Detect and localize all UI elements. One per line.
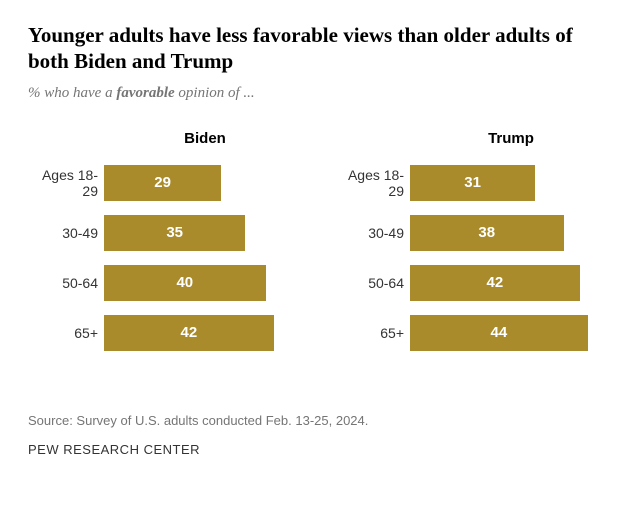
row-label: 50-64 <box>28 275 104 291</box>
row-label: 30-49 <box>334 225 410 241</box>
chart-row: 50-64 42 <box>334 265 612 301</box>
bar-value: 31 <box>464 174 481 191</box>
bar-value: 44 <box>491 324 508 341</box>
bar: 42 <box>104 315 274 351</box>
bar-track: 31 <box>410 165 612 201</box>
bar-value: 42 <box>180 324 197 341</box>
chart-subtitle: % who have a favorable opinion of ... <box>28 85 612 102</box>
bar-track: 44 <box>410 315 612 351</box>
row-label: 65+ <box>334 325 410 341</box>
charts-container: BidenAges 18-292930-493550-644065+42Trum… <box>28 130 612 365</box>
chart-row: 65+ 42 <box>28 315 306 351</box>
bar-value: 38 <box>478 224 495 241</box>
bar-value: 29 <box>154 174 171 191</box>
chart-row: 30-49 38 <box>334 215 612 251</box>
bar-value: 40 <box>176 274 193 291</box>
bar: 40 <box>104 265 266 301</box>
chart-column: Biden Ages 18-29 29 30-49 35 50-64 40 65+ 42 <box>28 130 306 365</box>
row-label: Ages 18-29 <box>28 167 104 199</box>
subtitle-prefix: % who have a <box>28 85 116 101</box>
chart-row: Ages 18-29 31 <box>334 165 612 201</box>
chart-title: Younger adults have less favorable views… <box>28 22 612 75</box>
bar-track: 42 <box>410 265 612 301</box>
row-label: 30-49 <box>28 225 104 241</box>
bar-value: 42 <box>486 274 503 291</box>
row-label: 50-64 <box>334 275 410 291</box>
chart-column: Trump Ages 18-29 31 30-49 38 50-64 42 65+ 44 <box>334 130 612 365</box>
bar-value: 35 <box>166 224 183 241</box>
bar-track: 40 <box>104 265 306 301</box>
bar-track: 42 <box>104 315 306 351</box>
bar-track: 35 <box>104 215 306 251</box>
bar: 35 <box>104 215 245 251</box>
chart-column-title: Biden <box>28 130 306 147</box>
source-text: Source: Survey of U.S. adults conducted … <box>28 413 612 428</box>
bar-track: 29 <box>104 165 306 201</box>
chart-row: 65+ 44 <box>334 315 612 351</box>
bar: 29 <box>104 165 221 201</box>
subtitle-suffix: opinion of ... <box>175 85 255 101</box>
row-label: 65+ <box>28 325 104 341</box>
chart-row: 30-49 35 <box>28 215 306 251</box>
row-label: Ages 18-29 <box>334 167 410 199</box>
bar: 31 <box>410 165 535 201</box>
bar: 38 <box>410 215 564 251</box>
subtitle-emphasis: favorable <box>116 85 174 101</box>
chart-row: Ages 18-29 29 <box>28 165 306 201</box>
chart-row: 50-64 40 <box>28 265 306 301</box>
chart-column-title: Trump <box>334 130 612 147</box>
footer-attribution: PEW RESEARCH CENTER <box>28 442 612 457</box>
bar: 42 <box>410 265 580 301</box>
bar: 44 <box>410 315 588 351</box>
bar-track: 38 <box>410 215 612 251</box>
